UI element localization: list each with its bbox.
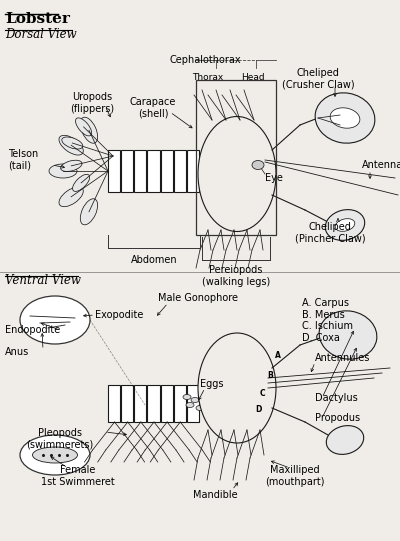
Text: Male Gonophore: Male Gonophore: [158, 293, 238, 303]
Text: Abdomen: Abdomen: [131, 255, 177, 265]
Text: Propodus: Propodus: [315, 413, 360, 423]
Text: Dactylus: Dactylus: [315, 393, 358, 403]
Text: Ventral View: Ventral View: [5, 274, 81, 287]
Bar: [134, 150, 146, 192]
Bar: [174, 150, 186, 192]
Ellipse shape: [191, 398, 199, 403]
Ellipse shape: [252, 161, 264, 169]
Text: Cheliped
(Crusher Claw): Cheliped (Crusher Claw): [282, 68, 354, 90]
Text: Lobster: Lobster: [5, 12, 70, 26]
Text: Eye: Eye: [265, 173, 283, 183]
Ellipse shape: [76, 118, 92, 136]
Text: Antennules: Antennules: [315, 353, 370, 363]
Ellipse shape: [60, 160, 82, 171]
Ellipse shape: [319, 311, 377, 359]
Bar: [174, 385, 186, 422]
Text: Endopodite: Endopodite: [5, 325, 60, 335]
Text: Pereiopods
(walking legs): Pereiopods (walking legs): [202, 265, 270, 287]
Ellipse shape: [20, 435, 90, 475]
Text: Maxilliped
(mouthpart): Maxilliped (mouthpart): [265, 465, 325, 486]
Bar: [108, 385, 120, 422]
Text: Cheliped
(Pincher Claw): Cheliped (Pincher Claw): [295, 222, 365, 243]
Bar: [187, 385, 199, 422]
Text: Thorax: Thorax: [192, 73, 224, 82]
Text: Antenna: Antenna: [362, 160, 400, 170]
Text: Anus: Anus: [5, 347, 29, 357]
Text: Pleopods
(swimmerets): Pleopods (swimmerets): [26, 428, 94, 450]
Text: Telson
(tail): Telson (tail): [8, 149, 38, 171]
Ellipse shape: [62, 137, 83, 149]
Ellipse shape: [59, 187, 83, 207]
Bar: [148, 150, 160, 192]
Text: Female
1st Swimmeret: Female 1st Swimmeret: [41, 465, 115, 486]
Ellipse shape: [59, 135, 83, 155]
Text: A: A: [275, 351, 281, 360]
Ellipse shape: [198, 116, 276, 232]
Text: A. Carpus
B. Merus
C. Ischium
D. Coxa: A. Carpus B. Merus C. Ischium D. Coxa: [302, 298, 353, 343]
Text: Exopodite: Exopodite: [95, 310, 143, 320]
Ellipse shape: [49, 164, 77, 178]
Text: Carapace
(shell): Carapace (shell): [130, 97, 176, 118]
Text: Cephalothorax: Cephalothorax: [169, 55, 241, 65]
Ellipse shape: [198, 333, 276, 443]
Text: Head: Head: [241, 73, 265, 82]
Bar: [187, 150, 199, 192]
Ellipse shape: [335, 219, 355, 232]
Ellipse shape: [80, 199, 98, 225]
Bar: [121, 150, 133, 192]
Text: B: B: [267, 371, 273, 379]
Ellipse shape: [186, 403, 194, 407]
Bar: [108, 150, 120, 192]
Bar: [196, 80, 276, 235]
Ellipse shape: [72, 174, 90, 192]
Text: Mandible: Mandible: [193, 490, 237, 500]
Ellipse shape: [199, 397, 207, 401]
Ellipse shape: [20, 296, 90, 344]
Text: Dorsal View: Dorsal View: [5, 28, 77, 41]
Ellipse shape: [315, 93, 375, 143]
Text: Uropods
(flippers): Uropods (flippers): [70, 92, 114, 114]
Ellipse shape: [80, 117, 98, 143]
Ellipse shape: [183, 394, 191, 399]
Ellipse shape: [32, 447, 78, 463]
Bar: [134, 385, 146, 422]
Ellipse shape: [196, 406, 204, 411]
Ellipse shape: [326, 426, 364, 454]
Text: C: C: [259, 388, 265, 398]
Ellipse shape: [330, 108, 360, 128]
Bar: [160, 385, 173, 422]
Bar: [148, 385, 160, 422]
Ellipse shape: [325, 209, 365, 240]
Bar: [160, 150, 173, 192]
Bar: [121, 385, 133, 422]
Text: D: D: [255, 406, 261, 414]
Text: Eggs: Eggs: [200, 379, 224, 389]
